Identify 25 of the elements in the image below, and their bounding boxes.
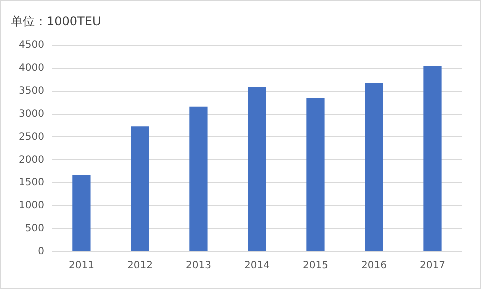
x-tick-label: 2012 [127,260,153,272]
chart-title: 单位：1000TEU [11,14,102,28]
x-tick-label: 2013 [186,260,212,272]
bar [131,126,150,252]
x-tick-label: 2014 [244,260,270,272]
bar [424,66,442,252]
y-tick-label: 4000 [18,62,44,74]
y-tick-label: 4500 [18,40,44,51]
y-tick-label: 3500 [18,86,44,97]
y-tick-label: 2000 [18,154,44,166]
bar [306,98,325,252]
x-tick-label: 2017 [420,260,446,272]
x-tick-label: 2015 [303,260,328,272]
y-tick-label: 0 [38,246,44,258]
y-tick-label: 2500 [18,132,44,143]
y-tick-label: 1500 [18,178,44,189]
x-tick-label: 2011 [68,260,94,272]
y-tick-label: 500 [25,224,44,235]
x-tick-label: 2016 [362,260,387,272]
bar [72,175,91,252]
bar [248,87,266,252]
y-tick-label: 1000 [18,200,44,212]
bar [190,106,208,252]
y-tick-label: 3000 [18,108,44,120]
bar [365,84,384,252]
